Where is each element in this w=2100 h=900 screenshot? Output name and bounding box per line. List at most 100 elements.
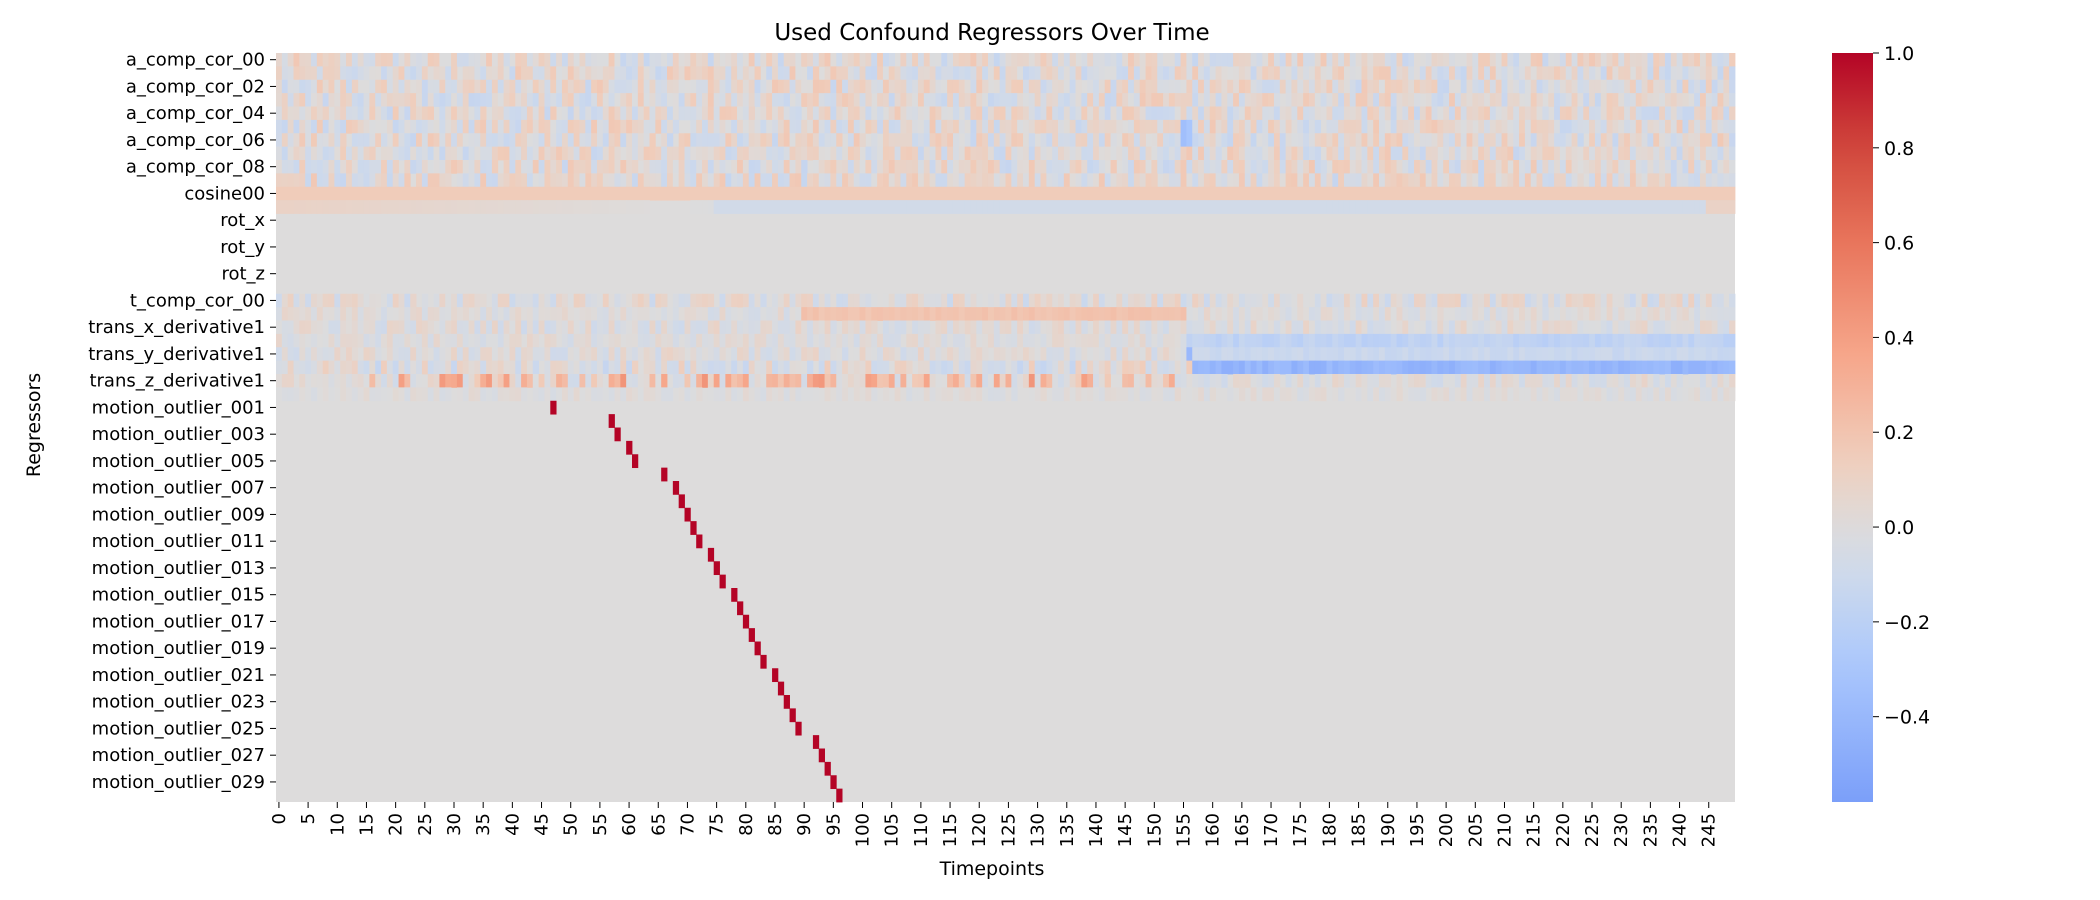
heatmap-cell — [1297, 173, 1304, 188]
heatmap-cell — [521, 347, 528, 362]
heatmap-cell — [1367, 347, 1374, 362]
x-tick-label: 30 — [444, 813, 465, 836]
heatmap-cell — [596, 66, 604, 81]
heatmap-cell — [1629, 106, 1637, 121]
heatmap-cell — [1536, 79, 1543, 94]
heatmap-cell — [1373, 53, 1380, 67]
heatmap-cell — [1390, 347, 1397, 362]
heatmap-cell — [1723, 320, 1730, 335]
heatmap-cell — [1565, 293, 1572, 308]
heatmap-cell — [1320, 374, 1327, 388]
heatmap-cell — [672, 186, 680, 201]
heatmap-cell — [1729, 53, 1736, 67]
heatmap-cell — [480, 93, 487, 107]
heatmap-cell — [976, 307, 983, 321]
heatmap-cell — [865, 79, 872, 94]
heatmap-cell — [299, 66, 306, 81]
heatmap-cell — [970, 66, 977, 81]
heatmap-cell — [1559, 320, 1567, 335]
heatmap-cell — [1670, 293, 1678, 308]
heatmap-cell — [427, 186, 434, 201]
heatmap-cell — [649, 79, 656, 94]
heatmap-cell — [836, 387, 843, 402]
heatmap-cell — [1361, 160, 1368, 174]
heatmap-cell — [1676, 79, 1683, 94]
heatmap-cell — [1215, 53, 1222, 67]
heatmap-cell — [276, 320, 283, 335]
heatmap-cell — [602, 66, 610, 81]
heatmap-cell — [486, 387, 493, 402]
heatmap-cell — [830, 293, 837, 308]
heatmap-cell — [410, 133, 417, 148]
heatmap-cell — [1308, 146, 1316, 161]
heatmap-cell — [276, 374, 283, 388]
heatmap-cell — [567, 160, 575, 174]
heatmap-cell — [1589, 119, 1596, 134]
heatmap-cell — [1052, 53, 1059, 67]
heatmap-cell — [900, 387, 907, 402]
heatmap-cell — [1641, 160, 1648, 174]
heatmap-cell — [830, 160, 837, 174]
heatmap-cell — [1244, 133, 1252, 148]
heatmap-cell — [1606, 293, 1613, 308]
heatmap-cell — [1484, 360, 1491, 375]
heatmap-cell — [316, 53, 324, 67]
heatmap-cell — [1425, 320, 1432, 335]
heatmap-cell — [608, 307, 615, 321]
heatmap-cell — [1379, 186, 1386, 201]
heatmap-cell — [579, 320, 586, 335]
heatmap-cell — [363, 53, 370, 67]
heatmap-cell — [766, 106, 773, 121]
heatmap-cell — [1688, 53, 1695, 67]
heatmap-cell — [1530, 79, 1537, 94]
heatmap-cell — [1501, 133, 1508, 148]
heatmap-cell — [497, 119, 505, 134]
heatmap-cell — [1460, 146, 1467, 161]
heatmap-cell — [1355, 93, 1362, 107]
heatmap-cell — [1361, 186, 1368, 201]
heatmap-cell — [1454, 307, 1462, 321]
heatmap-cell — [1052, 146, 1059, 161]
heatmap-cell — [1495, 387, 1502, 402]
heatmap-cell — [1046, 320, 1053, 335]
heatmap-cell — [1256, 387, 1263, 402]
heatmap-cell — [643, 333, 650, 348]
heatmap-cell — [1670, 66, 1678, 81]
heatmap-cell — [521, 293, 528, 308]
heatmap-cell — [1349, 347, 1357, 362]
heatmap-cell — [1145, 333, 1152, 348]
heatmap-cell — [480, 374, 487, 388]
heatmap-cell — [1705, 79, 1713, 94]
heatmap-cell — [451, 360, 458, 375]
heatmap-cell — [1682, 360, 1689, 375]
heatmap-cell — [667, 106, 674, 121]
heatmap-cell — [357, 133, 364, 148]
heatmap-cell — [1542, 387, 1549, 402]
heatmap-cell — [1297, 387, 1304, 402]
heatmap-cell — [742, 307, 750, 321]
heatmap-cell — [1501, 119, 1508, 134]
heatmap-cell — [719, 333, 726, 348]
heatmap-cell — [807, 66, 814, 81]
heatmap-cell — [1308, 66, 1316, 81]
heatmap-cell — [1355, 333, 1362, 348]
heatmap-cell — [935, 347, 942, 362]
heatmap-cell — [760, 374, 767, 388]
heatmap-cell — [912, 160, 919, 174]
heatmap-cell — [853, 360, 860, 375]
heatmap-cell — [1285, 53, 1292, 67]
heatmap-cell — [1577, 347, 1584, 362]
heatmap-cell — [958, 320, 966, 335]
heatmap-cell — [655, 93, 662, 107]
heatmap-cell — [1384, 53, 1392, 67]
heatmap-cell — [1168, 160, 1176, 174]
heatmap-cell — [702, 320, 709, 335]
heatmap-cell — [591, 93, 598, 107]
heatmap-cell — [1454, 93, 1462, 107]
heatmap-cell — [1227, 146, 1234, 161]
heatmap-cell — [1081, 374, 1088, 388]
heatmap-cell — [1524, 307, 1532, 321]
heatmap-cell — [491, 307, 499, 321]
heatmap-cell — [392, 53, 399, 67]
heatmap-cell — [684, 66, 691, 81]
